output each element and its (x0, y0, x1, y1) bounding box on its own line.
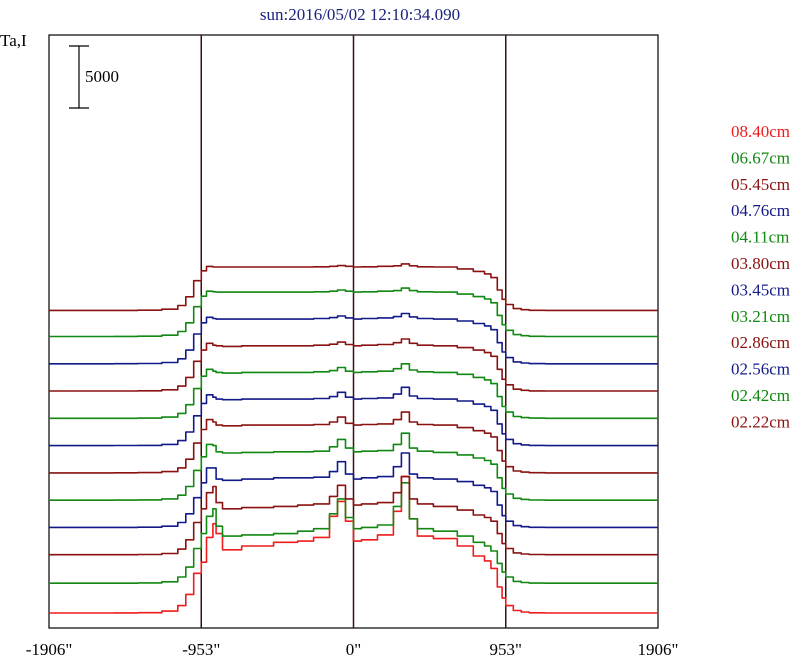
legend-entry-2: 05.45cm (731, 175, 790, 194)
legend-entry-7: 03.21cm (731, 307, 790, 326)
series-line-1 (49, 481, 658, 585)
series-line-6 (49, 386, 658, 447)
x-tick-label-0: -1906" (26, 640, 73, 659)
x-tick-label-2: 0" (346, 640, 361, 659)
legend-entry-10: 02.42cm (731, 386, 790, 405)
legend-entry-3: 04.76cm (731, 201, 790, 220)
scale-bar-label: 5000 (85, 67, 119, 86)
series-line-9 (49, 312, 658, 365)
legend-entry-1: 06.67cm (731, 148, 790, 167)
series-line-8 (49, 338, 658, 392)
series-line-3 (49, 452, 658, 529)
x-tick-labels: -1906" -953" 0" 953" 1906" (26, 640, 679, 659)
series-line-2 (49, 475, 658, 556)
x-tick-label-1: -953" (182, 640, 220, 659)
y-axis-label: Ta,I (0, 31, 27, 50)
legend-entry-4: 04.11cm (731, 228, 789, 247)
legend-entry-9: 02.56cm (731, 360, 790, 379)
series-line-0 (49, 475, 658, 614)
series-line-7 (49, 362, 658, 420)
series-line-11 (49, 263, 658, 312)
series-line-4 (49, 432, 658, 502)
legend-entry-11: 02.22cm (731, 412, 790, 431)
legend-entry-6: 03.45cm (731, 280, 790, 299)
scale-bar: 5000 (69, 45, 119, 109)
legend-entry-0: 08.40cm (731, 122, 790, 141)
series-line-5 (49, 411, 658, 474)
legend-entry-5: 03.80cm (731, 254, 790, 273)
x-tick-label-4: 1906" (638, 640, 679, 659)
chart-title: sun:2016/05/02 12:10:34.090 (260, 5, 460, 24)
series-line-10 (49, 287, 658, 338)
x-tick-label-3: 953" (490, 640, 522, 659)
series-lines (49, 263, 658, 614)
legend-entry-8: 02.86cm (731, 333, 790, 352)
legend: 08.40cm 06.67cm 05.45cm 04.76cm 04.11cm 03.80… (731, 122, 790, 431)
